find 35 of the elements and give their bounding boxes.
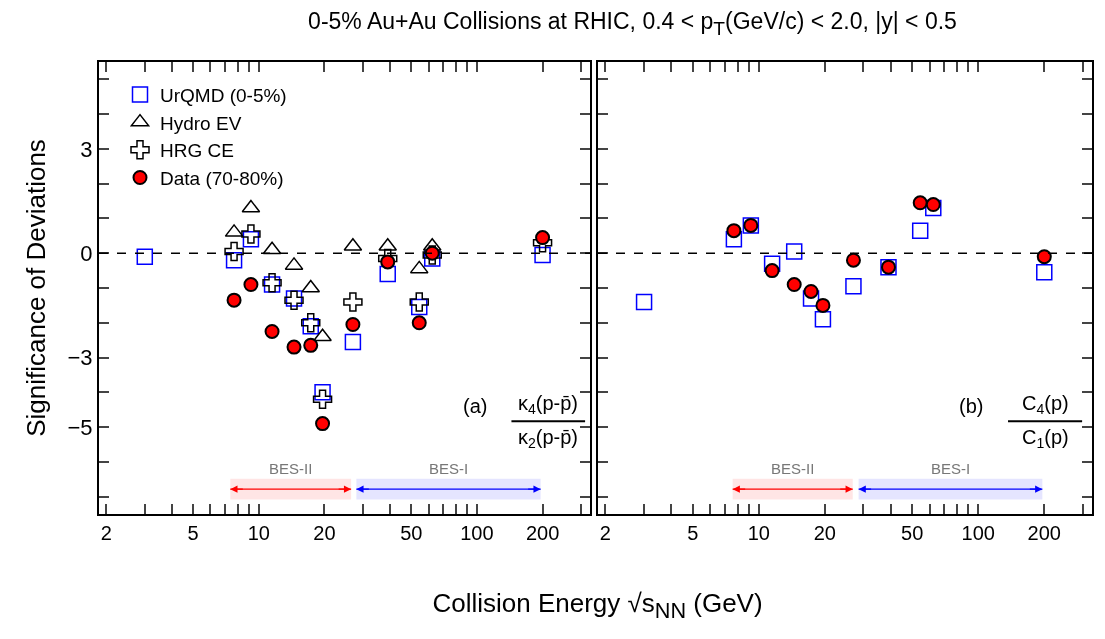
- legend-label: Hydro EV: [160, 112, 242, 134]
- x-axis-title: Collision Energy √s$_{NN}$ (GeV): [431, 588, 764, 625]
- y-tick-label: −3: [67, 345, 93, 371]
- x-tick-label: 10: [247, 522, 270, 544]
- y-tick-label: −5: [67, 414, 93, 440]
- x-tick-label: 50: [400, 522, 423, 544]
- chart-title: 0-5% Au+Au Collisions at RHIC, 0.4 < p$_{T}$(GeV/c) < 2.0, |y| < 0.5: [307, 8, 958, 40]
- x-tick-label: 2: [100, 522, 112, 544]
- band-label: BES-I: [429, 460, 469, 477]
- y-tick-label: 3: [80, 136, 93, 162]
- x-tick-label: 200: [525, 522, 560, 544]
- band-label: BES-II: [269, 460, 313, 477]
- annotation: κ$_{4}$(p-p̄): [518, 392, 579, 418]
- x-tick-label: 50: [901, 522, 924, 544]
- x-tick-label: 10: [747, 522, 770, 544]
- x-tick-label: 100: [460, 522, 494, 544]
- y-axis-title: Significance of Deviations: [21, 139, 52, 437]
- legend-label: HRG CE: [160, 140, 234, 162]
- annotation: C$_{4}$(p): [1022, 392, 1069, 418]
- band-label: BES-II: [771, 460, 815, 477]
- x-tick-label: 5: [687, 522, 699, 544]
- band-label: BES-I: [931, 460, 971, 477]
- x-tick-label: 20: [313, 522, 336, 544]
- legend-label: UrQMD (0-5%): [160, 84, 287, 106]
- legend-label: Data (70-80%): [160, 167, 284, 189]
- x-tick-label: 100: [961, 522, 995, 544]
- x-tick-label: 5: [187, 522, 199, 544]
- x-tick-label: 200: [1027, 522, 1061, 544]
- y-tick-label: 0: [80, 240, 93, 266]
- annotation: (b): [959, 395, 984, 417]
- x-tick-label: 20: [813, 522, 836, 544]
- x-tick-label: 2: [599, 522, 611, 544]
- annotation: (a): [463, 395, 488, 417]
- annotation: C$_{1}$(p): [1022, 426, 1069, 452]
- annotation: κ$_{2}$(p-p̄): [518, 426, 579, 452]
